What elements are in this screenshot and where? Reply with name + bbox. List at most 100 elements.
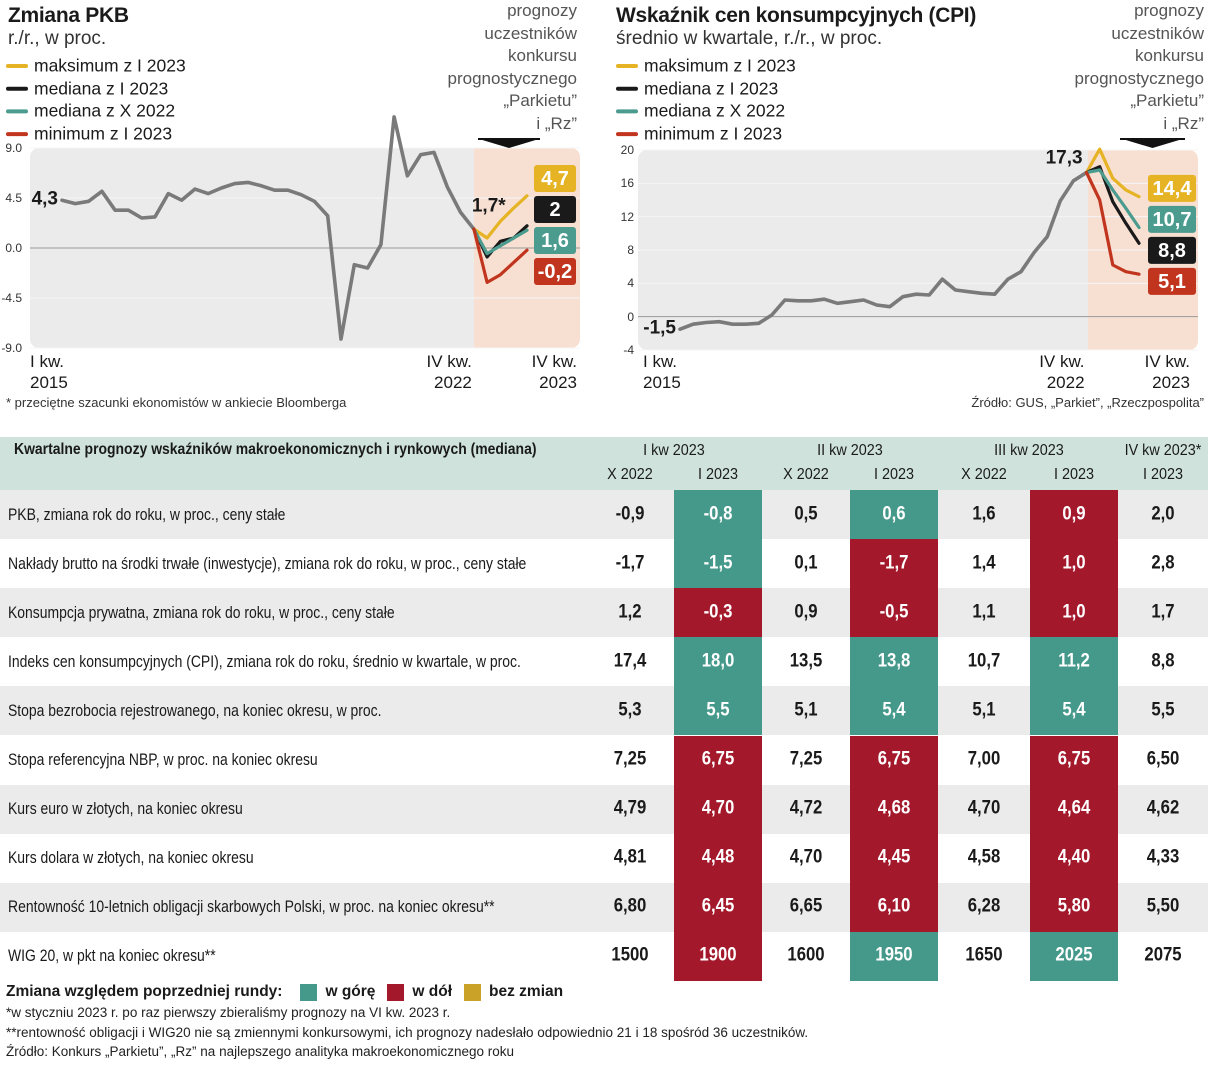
table-cell: 4,72: [789, 797, 823, 819]
table-cell: 4,64: [1057, 797, 1091, 819]
y-tick-label: -9.0: [1, 340, 22, 355]
table-cell: 5,5: [706, 699, 730, 721]
table-title: Kwartalne prognozy wskaźników makroekono…: [14, 441, 537, 458]
change-cell: [674, 539, 762, 589]
y-tick-label: 0: [627, 309, 634, 324]
chart-panel: -4 0 4 8 12 16 20 -1,5 17,3 14,4 10,7 8,8 5,1 I kw. 2…: [608, 0, 1208, 430]
change-cell: [1030, 784, 1118, 834]
table-cell: 6,75: [701, 748, 735, 770]
change-cell: [674, 490, 762, 540]
change-cell: [1030, 588, 1118, 638]
legend-label: mediana z X 2022: [34, 100, 176, 121]
table-cell: 7,00: [967, 748, 1001, 770]
table-row: [0, 686, 1208, 736]
y-tick-label: 20: [620, 142, 634, 157]
change-cell: [850, 490, 938, 540]
table-cell: 6,28: [967, 895, 1001, 917]
chart: [6, 64, 580, 349]
forecast-line: [472, 227, 529, 256]
table-cell: 1,2: [618, 601, 642, 623]
table-cell: 4,70: [701, 797, 735, 819]
table-cell: 0,5: [794, 503, 818, 525]
change-cell: [850, 784, 938, 834]
change-cell: [674, 784, 762, 834]
value-label: 17,3: [1045, 147, 1083, 169]
legend-swatch: [464, 983, 482, 1001]
table-cell: 1,0: [1062, 552, 1086, 574]
table-header: [0, 437, 1208, 490]
change-cell: [674, 735, 762, 785]
note: Źródło: Konkurs „Parkietu”, „Rz” na najl…: [6, 1044, 514, 1059]
row-label: Indeks cen konsumpcyjnych (CPI), zmiana …: [8, 651, 521, 671]
table-cell: 0,9: [794, 601, 818, 623]
table-cell: 11,2: [1058, 650, 1090, 672]
row-label: Stopa referencyjna NBP, w proc. na konie…: [8, 749, 318, 769]
table-cell: 8,8: [1151, 650, 1175, 672]
value-label: 4,7: [541, 168, 569, 190]
row-label: Konsumpcja prywatna, zmiana rok do roku,…: [8, 602, 395, 622]
forecast-line: [1084, 165, 1141, 245]
table-cell: 10,7: [967, 650, 1001, 672]
legend-title: Zmiana względem poprzedniej rundy:: [6, 983, 283, 1000]
value-label-box: [534, 165, 576, 192]
table-cell: 6,50: [1146, 748, 1180, 770]
column-header: X 2022: [961, 466, 1007, 483]
change-cell: [850, 882, 938, 932]
table-cell: 2,8: [1151, 552, 1175, 574]
change-cell: [674, 686, 762, 736]
x-tick-label: I kw. 2015: [643, 352, 681, 392]
table-cell: 1950: [875, 945, 913, 967]
history-line: [60, 115, 476, 341]
y-tick-label: 12: [620, 209, 634, 224]
table-cell: 0,9: [1062, 503, 1086, 525]
table-cell: 1,7: [1151, 601, 1175, 623]
y-tick-label: 8: [627, 242, 634, 257]
footnote: * przeciętne szacunki ekonomistów w anki…: [6, 395, 347, 410]
table-cell: 4,48: [701, 846, 735, 868]
legend-label: w dół: [412, 983, 453, 1000]
chart: [616, 64, 1198, 351]
legend-swatch: [300, 983, 318, 1001]
table-row: [0, 588, 1208, 638]
table-cell: 0,6: [882, 503, 906, 525]
table-cell: 5,4: [1062, 699, 1086, 721]
y-tick-label: 4.5: [5, 190, 22, 205]
legend-swatch: [387, 983, 405, 1001]
table-cell: 4,81: [613, 846, 647, 868]
table-cell: 2075: [1144, 945, 1182, 967]
value-label: 4,3: [31, 188, 58, 210]
value-label: 2: [549, 199, 561, 221]
table-cell: 1900: [699, 945, 737, 967]
table-cell: 4,68: [877, 797, 911, 819]
table-cell: 4,70: [789, 846, 823, 868]
change-cell: [850, 539, 938, 589]
chart-subtitle: r./r., w proc.: [8, 28, 107, 49]
row-label: Kurs dolara w złotych, na koniec okresu: [8, 848, 254, 868]
forecast-arrow-head: [479, 139, 539, 148]
table-cell: -0,3: [703, 601, 733, 623]
y-tick-label: 9.0: [5, 140, 22, 155]
table-cell: 6,45: [701, 895, 735, 917]
change-cell: [850, 931, 938, 981]
change-cell: [850, 833, 938, 883]
forecast-line: [1084, 147, 1141, 199]
table-cell: -1,5: [703, 552, 733, 574]
note: *w styczniu 2023 r. po raz pierwszy zbie…: [6, 1005, 451, 1020]
table-row: [0, 637, 1208, 687]
legend-label: maksimum z I 2023: [34, 55, 186, 76]
change-cell: [850, 686, 938, 736]
table-cell: 1,6: [972, 503, 996, 525]
table-cell: 1,4: [972, 552, 996, 574]
column-header: X 2022: [607, 466, 653, 483]
table-cell: 4,33: [1146, 846, 1180, 868]
change-cell: [674, 588, 762, 638]
table-cell: -1,7: [879, 552, 909, 574]
table-cell: 4,58: [967, 846, 1001, 868]
forecast-arrow-head: [1122, 139, 1183, 148]
change-cell: [674, 637, 762, 687]
change-cell: [1030, 833, 1118, 883]
y-tick-label: -4.5: [1, 290, 22, 305]
table-cell: 13,5: [789, 650, 823, 672]
table-cell: 1600: [787, 945, 825, 967]
